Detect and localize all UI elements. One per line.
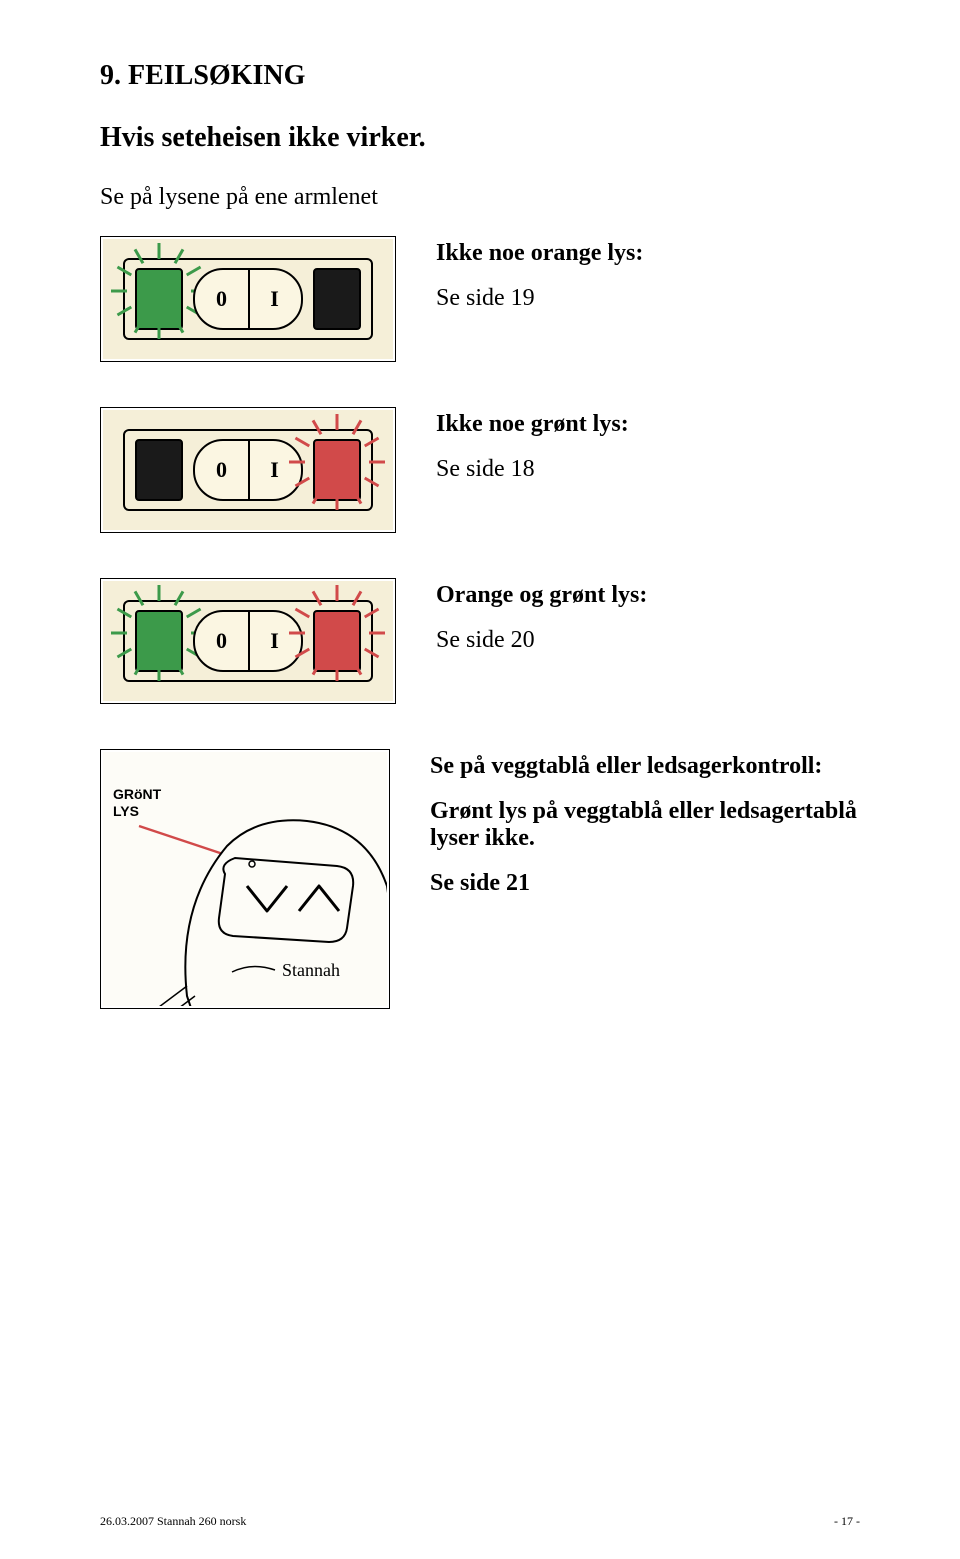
right-led: [313, 610, 361, 672]
intro-text: Se på lysene på ene armlenet: [100, 184, 860, 211]
rocker-switch: 0I: [193, 610, 303, 672]
switch-section: 0I Ikke noe grønt lys: Se side 18: [100, 407, 860, 533]
section-subtitle: Hvis seteheisen ikke virker.: [100, 122, 860, 154]
left-led: [135, 439, 183, 501]
rocker-switch: 0I: [193, 268, 303, 330]
remote-diagram: GRöNT LYS Stannah: [100, 749, 390, 1009]
switch-diagram: 0I: [100, 236, 396, 362]
section-text-block: Ikke noe orange lys: Se side 19: [436, 236, 860, 312]
left-led: [135, 268, 183, 330]
right-led: [313, 439, 361, 501]
switch-diagram: 0I: [100, 578, 396, 704]
remote-desc: Grønt lys på veggtablå eller ledsagertab…: [430, 798, 860, 852]
footer-page-number: - 17 -: [834, 1514, 860, 1529]
remote-text-block: Se på veggtablå eller ledsagerkontroll: …: [430, 749, 860, 915]
page-reference: Se side 19: [436, 285, 860, 312]
condition-heading: Ikke noe grønt lys:: [436, 411, 860, 438]
page-reference: Se side 18: [436, 456, 860, 483]
condition-heading: Ikke noe orange lys:: [436, 240, 860, 267]
section-text-block: Ikke noe grønt lys: Se side 18: [436, 407, 860, 483]
condition-heading: Orange og grønt lys:: [436, 582, 860, 609]
remote-heading: Se på veggtablå eller ledsagerkontroll:: [430, 753, 860, 780]
switch-diagram: 0I: [100, 407, 396, 533]
remote-illustration: Stannah: [107, 752, 387, 1006]
footer-left: 26.03.2007 Stannah 260 norsk: [100, 1514, 246, 1529]
right-led: [313, 268, 361, 330]
switch-section: 0I Orange og grønt lys: Se side 20: [100, 578, 860, 704]
section-text-block: Orange og grønt lys: Se side 20: [436, 578, 860, 654]
rocker-switch: 0I: [193, 439, 303, 501]
section-title: 9. FEILSØKING: [100, 60, 860, 92]
remote-ref: Se side 21: [430, 870, 860, 897]
remote-section: GRöNT LYS Stannah: [100, 749, 860, 1009]
left-led: [135, 610, 183, 672]
switch-section: 0I Ikke noe orange lys: Se side 19: [100, 236, 860, 362]
page-footer: 26.03.2007 Stannah 260 norsk - 17 -: [0, 1514, 960, 1529]
page-reference: Se side 20: [436, 627, 860, 654]
remote-brand-text: Stannah: [282, 960, 340, 980]
